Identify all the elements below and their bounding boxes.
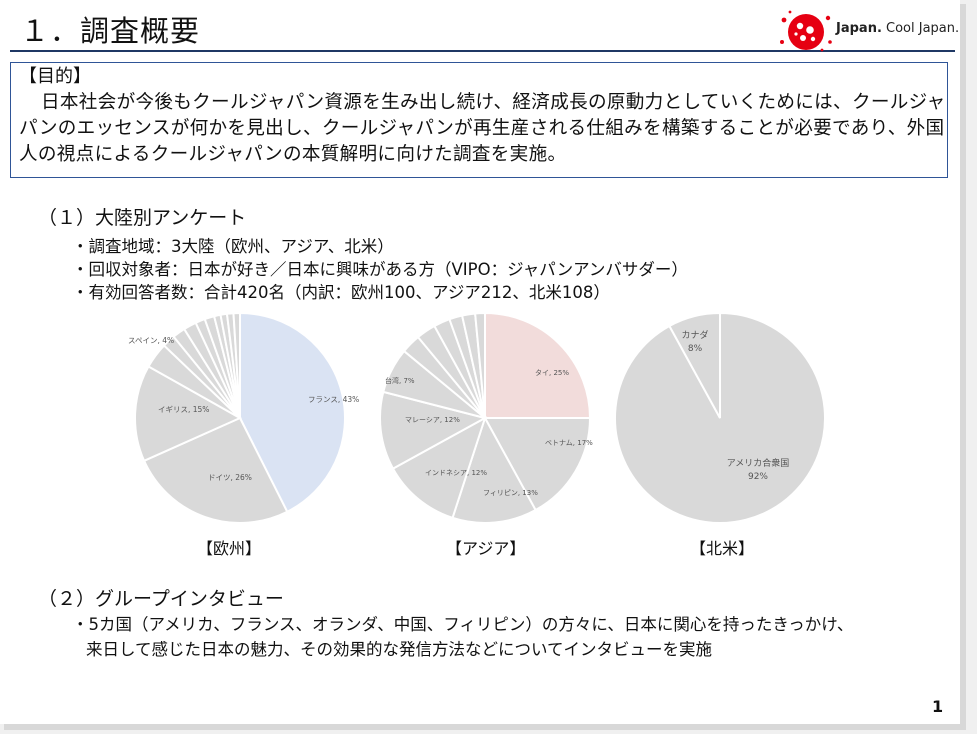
pie-slice bbox=[668, 311, 721, 419]
pie-slice-label: インドネシア, 12% bbox=[425, 469, 487, 477]
pie-slice-label: カナダ 8% bbox=[681, 329, 708, 354]
pie-chart-north-america: アメリカ合衆国 92% カナダ 8% bbox=[614, 311, 826, 524]
logo-wordmark: Japan. Cool Japan. bbox=[836, 21, 960, 36]
pie-slice bbox=[142, 416, 289, 524]
bullet-respondents: ・回収対象者：日本が好き／日本に興味がある方（VIPO：ジャパンアンバサダー） bbox=[72, 260, 688, 279]
chart-label-north-america: 【北米】 bbox=[690, 539, 755, 558]
pie-slice bbox=[483, 417, 592, 512]
pie-slice bbox=[239, 311, 346, 514]
title-divider bbox=[10, 50, 955, 52]
pie-slice bbox=[484, 311, 592, 419]
pie-slice bbox=[232, 311, 241, 419]
pie-slice-label: フランス, 43% bbox=[308, 395, 359, 404]
page-title: １．調査概要 bbox=[20, 14, 201, 48]
chart-label-asia: 【アジア】 bbox=[446, 539, 526, 558]
pie-slice bbox=[379, 390, 488, 470]
bullet-region: ・調査地域：3大陸（欧州、アジア、北米） bbox=[72, 237, 394, 256]
pie-slice-label: 台湾, 7% bbox=[385, 376, 415, 385]
cool-japan-logo bbox=[780, 10, 832, 52]
purpose-text: 日本社会が今後もクールジャパン資源を生み出し続け、経済成長の原動力としていくため… bbox=[19, 92, 946, 165]
pie-slice bbox=[134, 365, 243, 463]
pie-chart-europe: フランス, 43% ドイツ, 26% イギリス, 15% スペイン, 4% bbox=[128, 311, 359, 524]
interview-line-2: 来日して感じた日本の魅力、その効果的な発信方法などについてインタビューを実施 bbox=[86, 640, 713, 659]
pie-chart-asia: タイ, 25% ベトナム, 17% フィリピン, 13% インドネシア, 12% マレー… bbox=[379, 311, 593, 524]
pie-slice-label: アメリカ合衆国 92% bbox=[727, 457, 790, 482]
slide: １．調査概要 Japan. Cool Japan. 【目的】 日本社会が今後もク… bbox=[0, 0, 960, 724]
page-number: 1 bbox=[932, 697, 944, 716]
pie-slice-label: マレーシア, 12% bbox=[405, 416, 460, 424]
pie-slice-label: ドイツ, 26% bbox=[208, 473, 252, 482]
chart-label-europe: 【欧州】 bbox=[197, 539, 262, 558]
slide-shadow-bottom bbox=[4, 724, 966, 730]
pie-slice bbox=[451, 415, 537, 524]
bullet-valid-count: ・有効回答者数：合計420名（内訳：欧州100、アジア212、北米108） bbox=[72, 283, 610, 302]
interview-line-1: ・5カ国（アメリカ、フランス、オランダ、中国、フィリピン）の方々に、日本に関心を… bbox=[72, 615, 854, 634]
section-heading-survey: （１）大陸別アンケート bbox=[38, 207, 247, 229]
slide-shadow-right bbox=[960, 4, 966, 728]
pie-slice-label: イギリス, 15% bbox=[158, 405, 209, 414]
section-heading-interview: （２）グループインタビュー bbox=[38, 588, 284, 610]
interview-description: ・5カ国（アメリカ、フランス、オランダ、中国、フィリピン）の方々に、日本に関心を… bbox=[72, 612, 853, 662]
pie-slice-label: スペイン, 4% bbox=[128, 336, 174, 345]
pie-slice-label: タイ, 25% bbox=[535, 368, 569, 377]
purpose-heading: 【目的】 bbox=[19, 66, 91, 87]
pie-slice-label: フィリピン, 13% bbox=[483, 489, 538, 497]
purpose-box: 【目的】 日本社会が今後もクールジャパン資源を生み出し続け、経済成長の原動力とし… bbox=[10, 62, 948, 178]
pie-slice bbox=[391, 415, 487, 520]
pie-slice bbox=[474, 311, 486, 419]
pie-slice-label: ベトナム, 17% bbox=[545, 439, 593, 447]
